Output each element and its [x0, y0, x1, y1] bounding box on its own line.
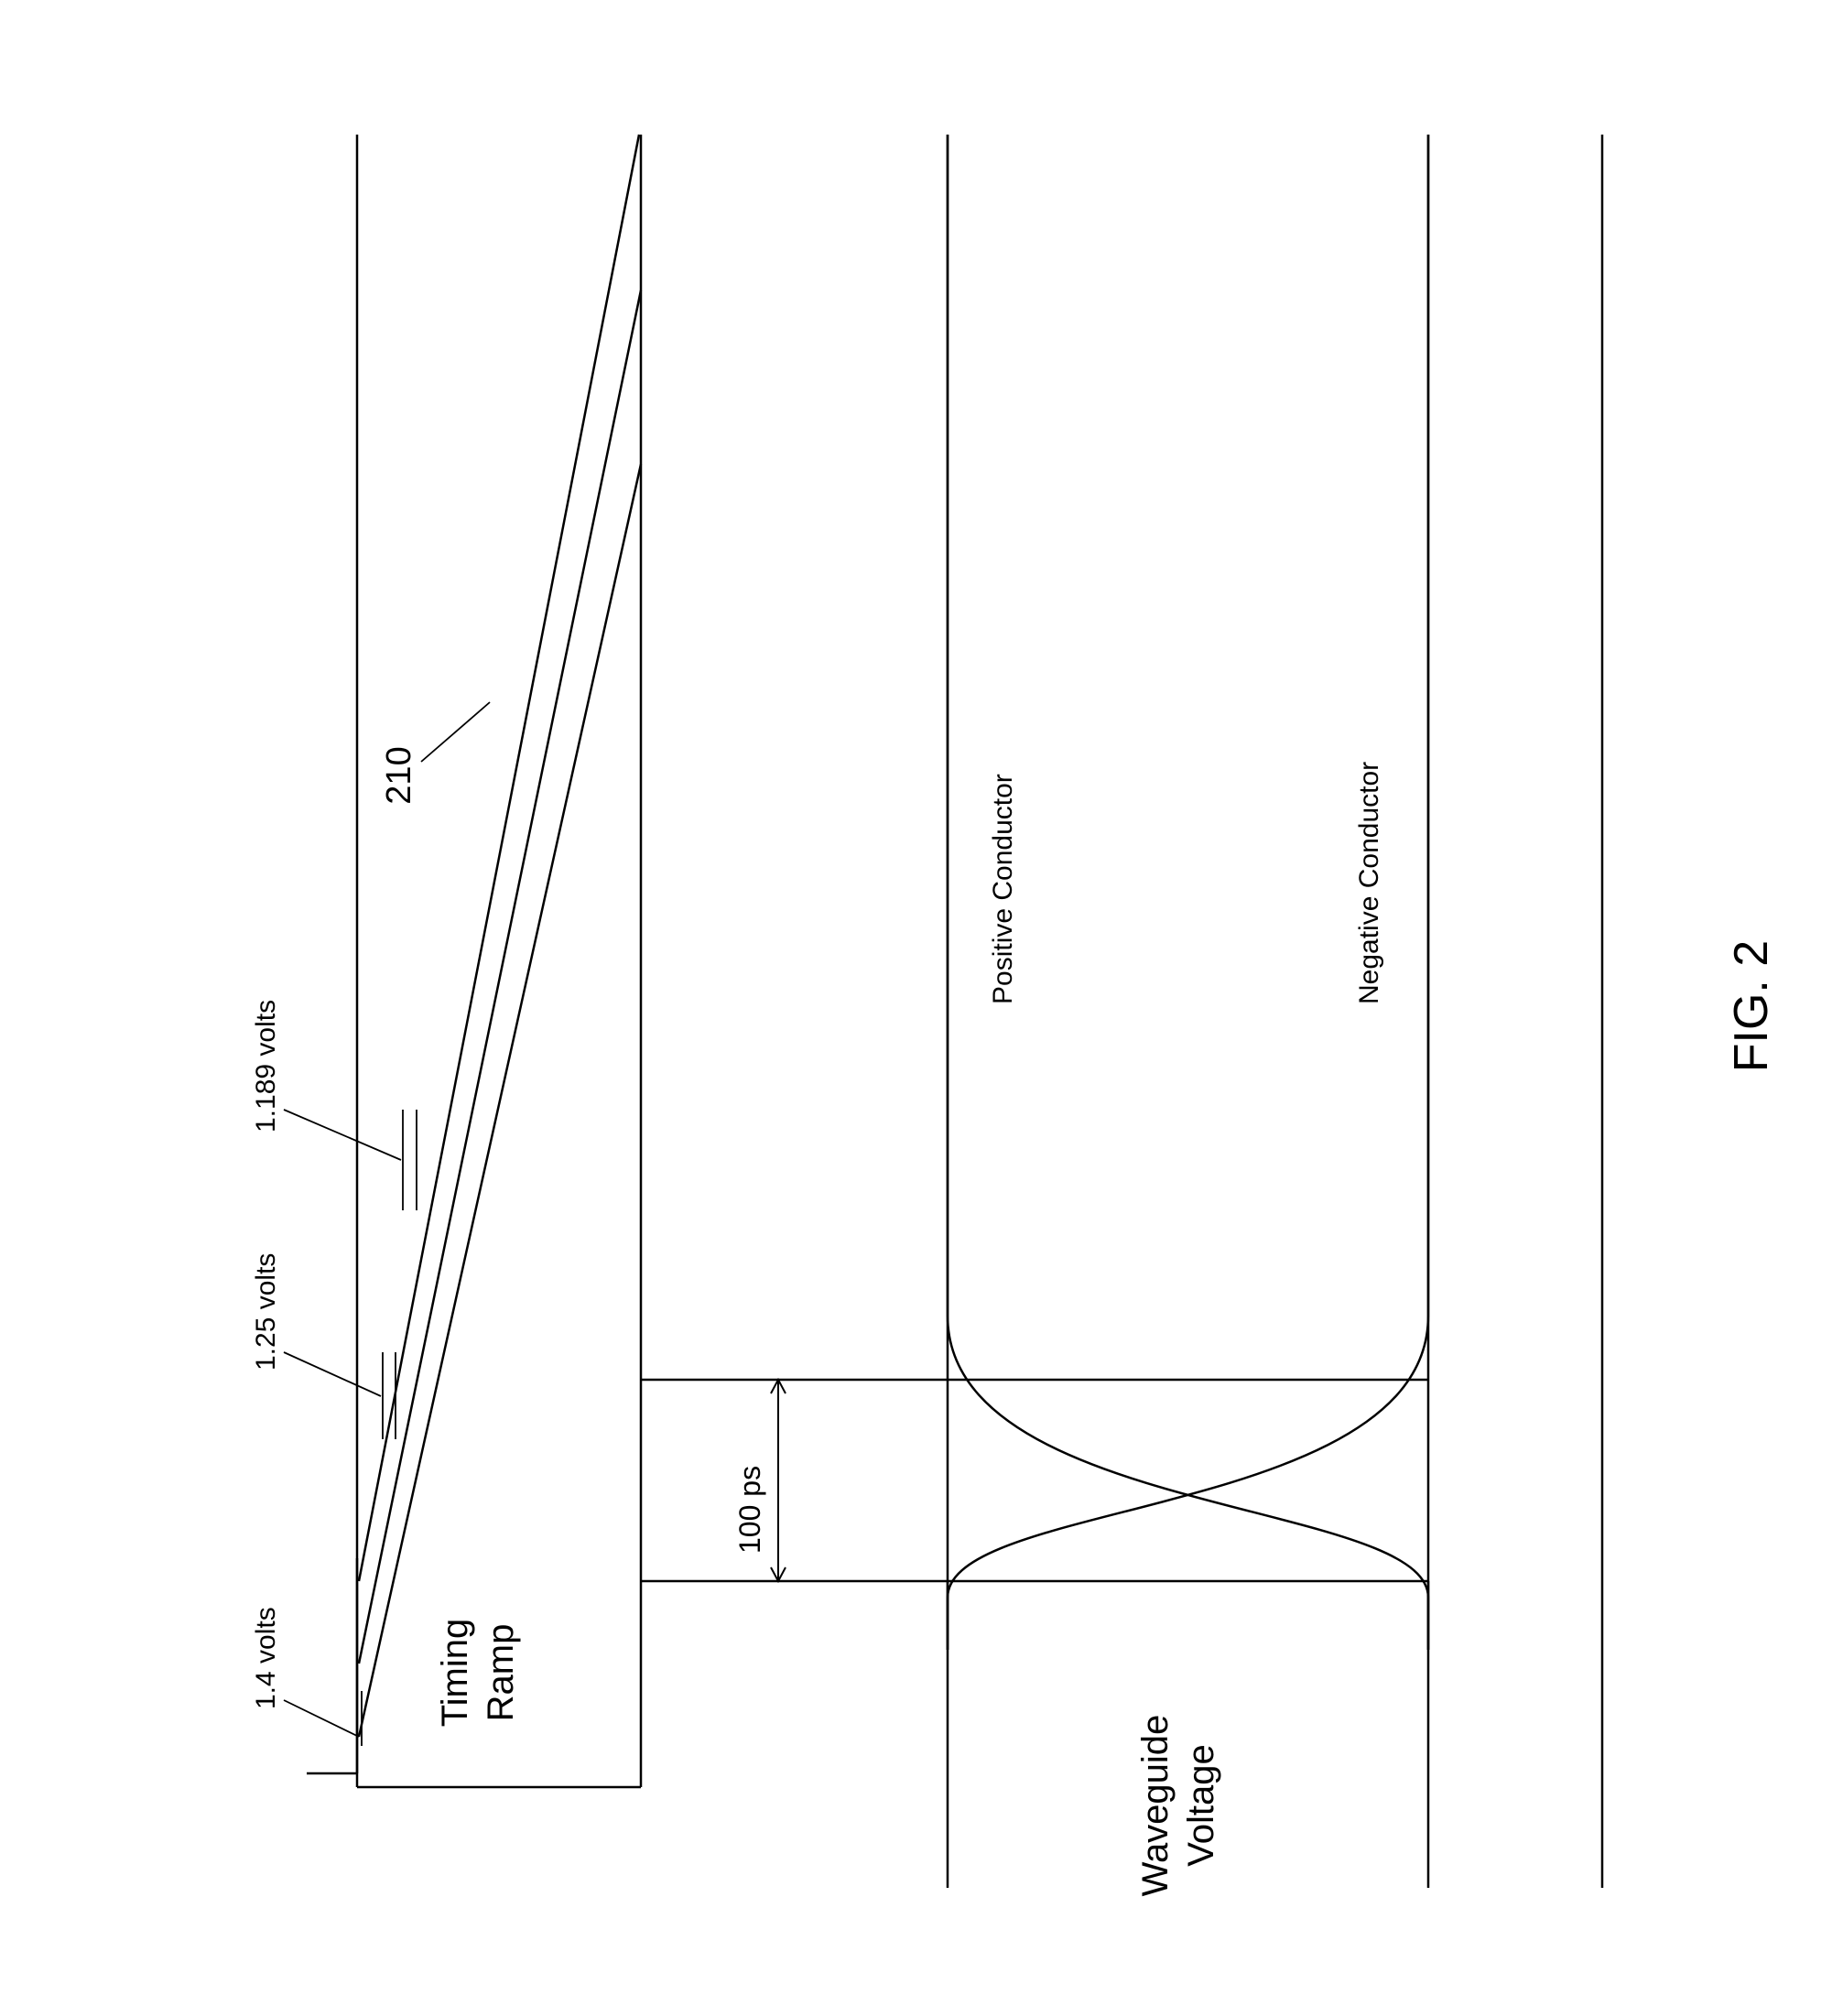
figure-container: Timing Ramp 1.4 volts 1.25 volts 1.189 v… [0, 0, 1832, 2011]
voltage-label-2: 1.25 volts [251, 1253, 281, 1371]
waveguide-label-1: Waveguide [1135, 1715, 1176, 1897]
time-window-label: 100 ps [733, 1466, 766, 1554]
ref-210: 210 [380, 746, 418, 804]
timing-ramp-label-2: Ramp [481, 1624, 521, 1722]
timing-ramp-label-1: Timing [435, 1619, 475, 1728]
positive-conductor-label: Positive Conductor [988, 774, 1018, 1004]
figure-caption: FIG. 2 [1725, 940, 1778, 1072]
waveguide-label-2: Voltage [1181, 1744, 1221, 1866]
diagram-svg: Timing Ramp 1.4 volts 1.25 volts 1.189 v… [0, 0, 1832, 2011]
voltage-label-3: 1.189 volts [251, 1000, 281, 1133]
voltage-label-1: 1.4 volts [251, 1607, 281, 1709]
negative-conductor-label: Negative Conductor [1354, 762, 1384, 1004]
